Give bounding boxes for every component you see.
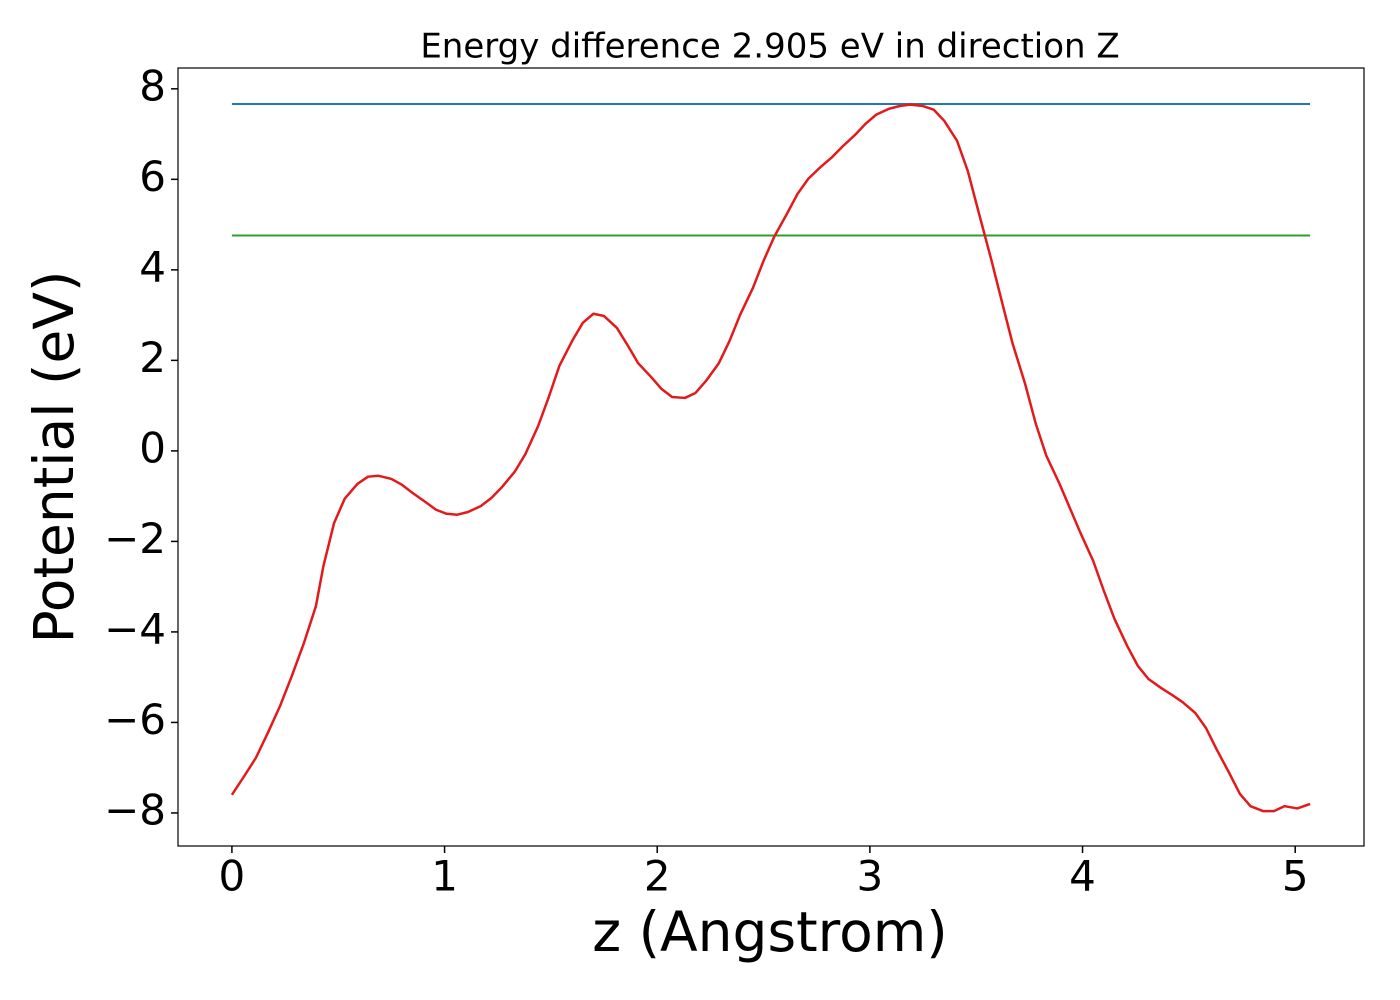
x-tick-label: 3 <box>857 852 884 901</box>
x-tick-label: 2 <box>644 852 671 901</box>
plot-frame <box>177 67 1365 847</box>
y-tick-label: −6 <box>104 695 166 744</box>
x-tick-label: 0 <box>219 852 246 901</box>
y-tick-label: 8 <box>139 61 166 110</box>
x-axis-label: z (Angstrom) <box>592 900 948 964</box>
x-tick-label: 5 <box>1282 852 1309 901</box>
chart-title: Energy difference 2.905 eV in direction … <box>420 27 1119 67</box>
y-tick-label: 2 <box>139 333 166 382</box>
x-tick-label: 1 <box>431 852 458 901</box>
y-axis-label: Potential (eV) <box>22 271 86 644</box>
data-line <box>230 103 1311 813</box>
x-tick-label: 4 <box>1069 852 1096 901</box>
y-tick-label: 0 <box>139 423 166 472</box>
y-tick-label: 6 <box>139 152 166 201</box>
y-tick-label: −8 <box>104 785 166 834</box>
y-tick-label: 4 <box>139 242 166 291</box>
y-tick-label: −4 <box>104 604 166 653</box>
y-tick-label: −2 <box>104 514 166 563</box>
